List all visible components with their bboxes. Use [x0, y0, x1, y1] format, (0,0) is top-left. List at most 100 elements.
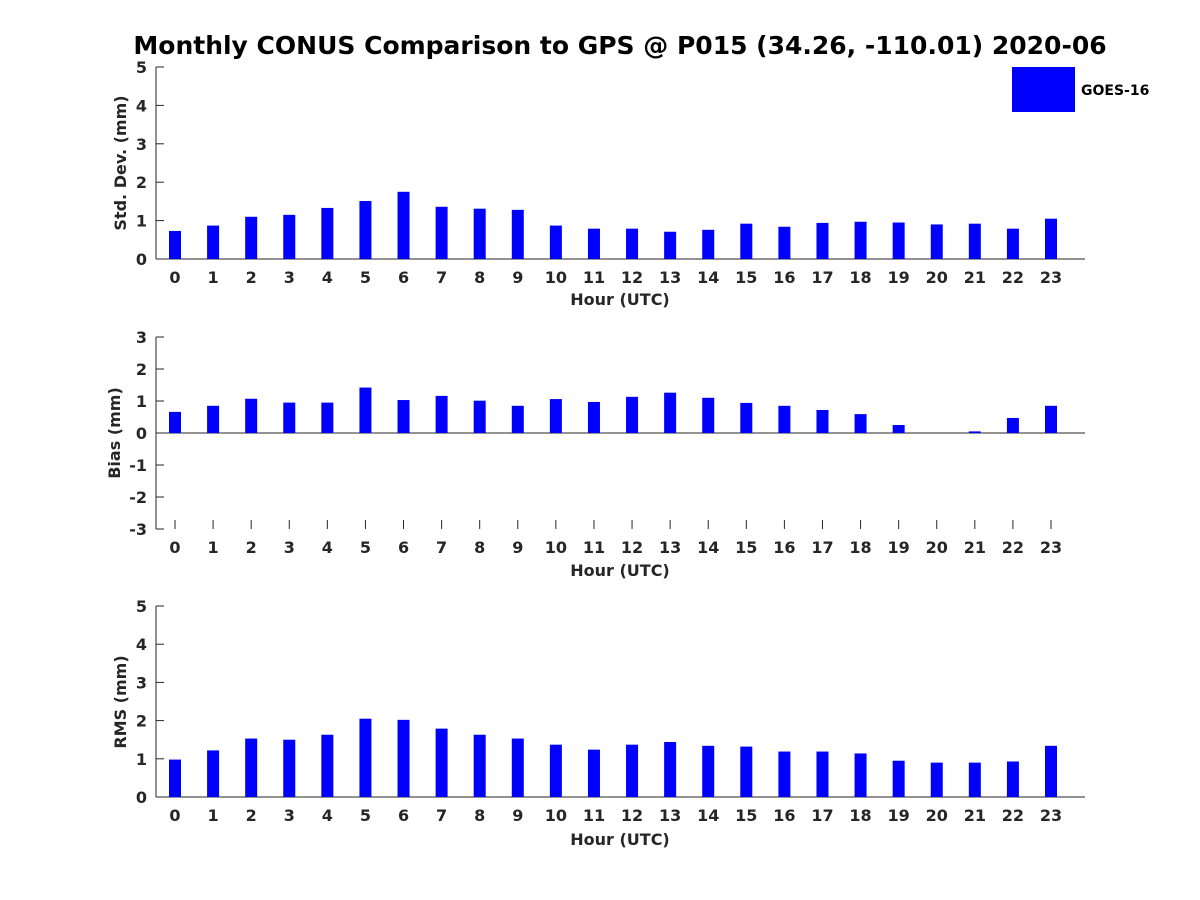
std-dev-y-tick-label: 2	[136, 173, 147, 192]
bias-y-tick-label: 1	[136, 392, 147, 411]
bias-bar	[169, 411, 181, 433]
std-dev-bar	[207, 225, 220, 259]
bias-bar	[740, 402, 753, 433]
std-dev-x-tick-label: 10	[545, 268, 567, 287]
bias-bar	[1045, 405, 1057, 433]
rms-x-tick-label: 7	[436, 806, 447, 825]
std-dev-x-tick-label: 17	[811, 268, 833, 287]
bias-x-tick-label: 19	[888, 538, 910, 557]
rms-bar	[511, 738, 524, 797]
rms-x-axis-label: Hour (UTC)	[570, 830, 670, 849]
std-dev-x-tick-label: 20	[926, 268, 948, 287]
std-dev-bar	[169, 230, 181, 259]
rms-x-tick-label: 19	[888, 806, 910, 825]
bias-y-tick-label: 3	[136, 328, 147, 347]
bias-x-tick-label: 4	[322, 538, 333, 557]
bias-bar	[473, 400, 486, 433]
std-dev-x-tick-label: 23	[1040, 268, 1062, 287]
std-dev-x-tick-label: 13	[659, 268, 681, 287]
std-dev-x-tick-label: 18	[849, 268, 871, 287]
rms-y-tick-label: 5	[136, 597, 147, 616]
rms-y-tick-label: 0	[136, 788, 147, 807]
bias-bar	[207, 405, 220, 433]
rms-bar	[169, 759, 181, 797]
rms-x-tick-label: 4	[322, 806, 333, 825]
std-dev-bar	[626, 228, 639, 259]
std-dev-x-tick-label: 22	[1002, 268, 1024, 287]
rms-bar	[397, 719, 410, 797]
rms-bar	[245, 738, 258, 797]
rms-bar	[626, 744, 639, 797]
bias-x-tick-label: 21	[964, 538, 986, 557]
bias-bar	[1006, 417, 1019, 433]
bias-x-tick-label: 5	[360, 538, 371, 557]
rms-x-tick-label: 15	[735, 806, 757, 825]
std-dev-bar	[1006, 228, 1019, 259]
std-dev-x-tick-label: 5	[360, 268, 371, 287]
std-dev-y-tick-label: 5	[136, 58, 147, 77]
std-dev-x-tick-label: 1	[208, 268, 219, 287]
bias-x-tick-label: 11	[583, 538, 605, 557]
std-dev-x-tick-label: 9	[512, 268, 523, 287]
bias-bar	[245, 398, 258, 433]
bias-x-tick-label: 9	[512, 538, 523, 557]
rms-x-tick-label: 3	[284, 806, 295, 825]
rms-x-tick-label: 13	[659, 806, 681, 825]
std-dev-y-tick-label: 3	[136, 135, 147, 154]
bias-x-tick-label: 12	[621, 538, 643, 557]
rms-bar	[664, 741, 677, 797]
bias-x-tick-label: 17	[811, 538, 833, 557]
rms-y-tick-label: 2	[136, 712, 147, 731]
bias-bar	[397, 400, 410, 433]
std-dev-bar	[397, 191, 410, 259]
rms-bar	[1045, 745, 1057, 797]
rms-x-tick-label: 23	[1040, 806, 1062, 825]
bias-x-tick-label: 0	[169, 538, 180, 557]
bias-bar	[854, 414, 867, 433]
bias-x-tick-label: 23	[1040, 538, 1062, 557]
std-dev-bar	[359, 201, 372, 259]
rms-y-tick-label: 4	[136, 635, 147, 654]
rms-x-tick-label: 0	[169, 806, 180, 825]
rms-bar	[740, 746, 753, 797]
bias-bar	[816, 409, 829, 433]
bias-y-tick-label: 2	[136, 360, 147, 379]
bias-y-axis-label: Bias (mm)	[105, 387, 124, 479]
bias-bar	[549, 399, 562, 433]
bias-bar	[587, 401, 600, 433]
std-dev-bar	[778, 226, 791, 259]
std-dev-bar	[664, 231, 677, 259]
std-dev-bar	[245, 216, 258, 259]
std-dev-x-tick-label: 0	[169, 268, 180, 287]
bias-y-tick-label: -2	[129, 488, 147, 507]
bias-y-tick-label: 0	[136, 424, 147, 443]
rms-bar	[549, 744, 562, 797]
legend-swatch	[1012, 67, 1075, 112]
rms-x-tick-label: 18	[849, 806, 871, 825]
rms-bar	[778, 751, 791, 797]
rms-x-tick-label: 20	[926, 806, 948, 825]
std-dev-bar	[854, 221, 867, 259]
bias-y-tick-label: -1	[129, 456, 147, 475]
std-dev-x-tick-label: 3	[284, 268, 295, 287]
std-dev-x-tick-label: 15	[735, 268, 757, 287]
std-dev-x-tick-label: 7	[436, 268, 447, 287]
rms-bar	[702, 745, 715, 797]
rms-bar	[207, 750, 220, 797]
std-dev-bar	[1045, 218, 1057, 259]
rms-x-tick-label: 10	[545, 806, 567, 825]
rms-x-tick-label: 9	[512, 806, 523, 825]
legend-label: GOES-16	[1081, 83, 1149, 99]
bias-bar	[626, 396, 639, 433]
std-dev-bar	[930, 224, 943, 259]
bias-bar	[702, 397, 715, 433]
std-dev-bar	[702, 229, 715, 259]
bias-x-tick-label: 15	[735, 538, 757, 557]
std-dev-bar	[587, 228, 600, 259]
bias-x-axis-label: Hour (UTC)	[570, 561, 670, 580]
